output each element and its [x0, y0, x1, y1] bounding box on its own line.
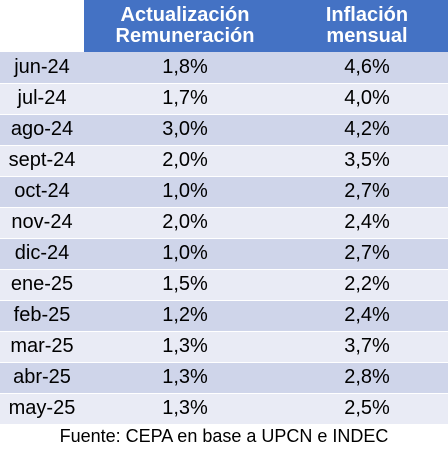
table-row: may-25 1,3% 2,5% — [0, 393, 448, 425]
inflacion-cell: 2,5% — [286, 393, 448, 425]
remuneracion-cell: 1,2% — [84, 300, 286, 332]
month-cell: jul-24 — [0, 83, 84, 115]
header-corner-cell — [0, 0, 84, 52]
table-row: mar-25 1,3% 3,7% — [0, 331, 448, 363]
month-cell: sept-24 — [0, 145, 84, 177]
month-cell: may-25 — [0, 393, 84, 425]
table-row: sept-24 2,0% 3,5% — [0, 145, 448, 177]
remuneracion-cell: 1,3% — [84, 393, 286, 425]
header-inflacion-line1: Inflación — [325, 4, 409, 26]
inflacion-cell: 3,5% — [286, 145, 448, 177]
header-row: Actualización Remuneración Inflación men… — [0, 0, 448, 52]
header-remuneracion: Actualización Remuneración — [84, 0, 286, 52]
source-note: Fuente: CEPA en base a UPCN e INDEC — [59, 426, 389, 446]
table-row: feb-25 1,2% 2,4% — [0, 300, 448, 332]
remuneracion-cell: 1,3% — [84, 362, 286, 394]
month-cell: nov-24 — [0, 207, 84, 239]
remuneracion-cell: 2,0% — [84, 145, 286, 177]
header-remuneracion-line2: Remuneración — [115, 25, 255, 47]
table-row: oct-24 1,0% 2,7% — [0, 176, 448, 208]
inflacion-cell: 2,7% — [286, 176, 448, 208]
data-table: Actualización Remuneración Inflación men… — [0, 0, 448, 425]
table-row: abr-25 1,3% 2,8% — [0, 362, 448, 394]
remuneracion-cell: 3,0% — [84, 114, 286, 146]
month-cell: ago-24 — [0, 114, 84, 146]
month-cell: feb-25 — [0, 300, 84, 332]
table-row: dic-24 1,0% 2,7% — [0, 238, 448, 270]
remuneracion-cell: 1,8% — [84, 52, 286, 84]
remuneracion-cell: 1,3% — [84, 331, 286, 363]
remuneracion-cell: 1,0% — [84, 238, 286, 270]
month-cell: mar-25 — [0, 331, 84, 363]
inflacion-cell: 4,6% — [286, 52, 448, 84]
table-row: ago-24 3,0% 4,2% — [0, 114, 448, 146]
inflacion-cell: 2,8% — [286, 362, 448, 394]
table-header: Actualización Remuneración Inflación men… — [0, 0, 448, 52]
table-row: jun-24 1,8% 4,6% — [0, 52, 448, 84]
inflacion-cell: 3,7% — [286, 331, 448, 363]
remuneracion-cell: 2,0% — [84, 207, 286, 239]
inflacion-cell: 2,4% — [286, 207, 448, 239]
month-cell: jun-24 — [0, 52, 84, 84]
header-inflacion-line2: mensual — [326, 25, 408, 47]
inflacion-cell: 2,2% — [286, 269, 448, 301]
inflacion-cell: 2,7% — [286, 238, 448, 270]
month-cell: abr-25 — [0, 362, 84, 394]
table-body: jun-24 1,8% 4,6% jul-24 1,7% 4,0% ago-24 3,0% 4,… — [0, 52, 448, 425]
inflacion-cell: 2,4% — [286, 300, 448, 332]
remuneracion-cell: 1,5% — [84, 269, 286, 301]
month-cell: oct-24 — [0, 176, 84, 208]
header-remuneracion-line1: Actualización — [120, 4, 250, 26]
remuneracion-cell: 1,0% — [84, 176, 286, 208]
month-cell: dic-24 — [0, 238, 84, 270]
header-inflacion: Inflación mensual — [286, 0, 448, 52]
table-row: jul-24 1,7% 4,0% — [0, 83, 448, 115]
inflacion-cell: 4,0% — [286, 83, 448, 115]
month-cell: ene-25 — [0, 269, 84, 301]
inflacion-cell: 4,2% — [286, 114, 448, 146]
table-row: ene-25 1,5% 2,2% — [0, 269, 448, 301]
table-row: nov-24 2,0% 2,4% — [0, 207, 448, 239]
remuneracion-cell: 1,7% — [84, 83, 286, 115]
